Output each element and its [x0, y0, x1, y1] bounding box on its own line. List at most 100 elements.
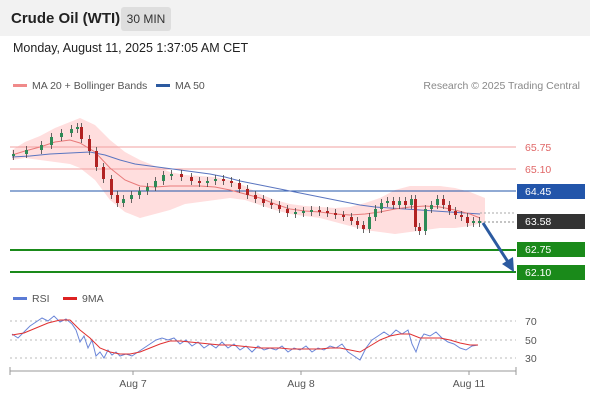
candle: [414, 199, 417, 227]
level-tag-65-10: 65.10: [525, 164, 551, 176]
legend-ma50: MA 50: [156, 80, 205, 92]
candle: [206, 181, 209, 183]
rsi-swatch: [13, 296, 27, 300]
ma9-swatch: [63, 296, 77, 300]
rsi-line: [11, 315, 479, 361]
candle: [262, 199, 265, 203]
candle: [310, 210, 313, 212]
candle: [70, 129, 73, 133]
bollinger-band: [12, 118, 485, 234]
candle: [478, 221, 481, 223]
candle: [436, 199, 439, 205]
candle: [448, 205, 451, 211]
legend-rsi: RSI: [13, 293, 50, 305]
level-tag-62-75: 62.75: [517, 242, 585, 257]
level-tag-63-58: 63.58: [517, 214, 585, 229]
candle: [278, 205, 281, 209]
candlesticks: [12, 123, 481, 235]
candle: [76, 127, 79, 129]
candle: [334, 213, 337, 215]
candle: [356, 221, 359, 225]
candle: [190, 177, 193, 181]
level-tag-64-45: 64.45: [517, 184, 585, 199]
svg-text:62.75: 62.75: [525, 244, 551, 256]
x-label-aug7: Aug 7: [119, 378, 147, 390]
rsi-level-50: 50: [525, 335, 537, 347]
candle: [130, 195, 133, 199]
candle: [424, 209, 427, 231]
svg-text:64.45: 64.45: [525, 186, 551, 198]
candle: [146, 187, 149, 191]
candle: [380, 203, 383, 209]
level-tag-65-75: 65.75: [525, 142, 551, 154]
candle: [398, 201, 401, 205]
candle: [180, 174, 183, 177]
ma9-line: [11, 319, 478, 355]
candle: [154, 181, 157, 187]
candle: [40, 145, 43, 150]
candle: [404, 201, 407, 205]
candle: [318, 210, 321, 212]
ma20-label: MA 20 + Bollinger Bands: [32, 80, 148, 92]
candle: [350, 217, 353, 221]
candle: [60, 133, 63, 137]
ma20-line: [11, 139, 481, 219]
candle: [410, 199, 413, 205]
legend-9ma: 9MA: [63, 293, 104, 305]
candle: [302, 211, 305, 213]
candle: [294, 212, 297, 214]
svg-text:65.75: 65.75: [525, 142, 551, 154]
candle: [374, 209, 377, 217]
candle: [342, 215, 345, 217]
svg-text:62.10: 62.10: [525, 267, 551, 279]
candle: [430, 205, 433, 209]
arrow-down-right-icon: [481, 222, 514, 272]
svg-text:63.58: 63.58: [525, 216, 551, 228]
candle: [460, 215, 463, 217]
candle: [230, 181, 233, 183]
title-bar: [0, 0, 590, 36]
x-label-aug8: Aug 8: [287, 378, 315, 390]
candle: [122, 199, 125, 203]
rsi-level-30: 30: [525, 353, 537, 365]
x-label-aug11: Aug 11: [453, 378, 486, 390]
candle: [116, 195, 119, 203]
candle: [246, 189, 249, 195]
rsi-level-70: 70: [525, 316, 537, 328]
candle: [368, 217, 371, 229]
ma9-label: 9MA: [82, 293, 104, 305]
research-credit: Research © 2025 Trading Central: [423, 80, 580, 92]
candle: [270, 203, 273, 205]
candle: [102, 167, 105, 179]
svg-text:65.10: 65.10: [525, 164, 551, 176]
candle: [162, 175, 165, 181]
candle: [392, 201, 395, 205]
candle: [238, 183, 241, 189]
candle: [386, 201, 389, 203]
rsi-panel: 70 50 30: [10, 315, 537, 365]
candle: [80, 127, 83, 139]
ma50-label: MA 50: [175, 80, 205, 92]
candle: [214, 179, 217, 181]
legend-ma20: MA 20 + Bollinger Bands: [13, 80, 147, 92]
candle: [110, 179, 113, 195]
candle: [254, 195, 257, 199]
candle: [326, 211, 329, 213]
candle: [222, 179, 225, 181]
candle: [362, 225, 365, 229]
candle: [286, 209, 289, 213]
timeframe-badge[interactable]: 30 MIN: [121, 7, 171, 31]
candle: [472, 221, 475, 223]
candle: [170, 174, 173, 176]
candle: [442, 199, 445, 205]
candle: [95, 151, 98, 167]
candle: [88, 139, 91, 151]
candle: [418, 227, 421, 231]
candle: [454, 211, 457, 215]
chart-datetime: Monday, August 11, 2025 1:37:05 AM CET: [13, 41, 249, 55]
x-axis: Aug 7 Aug 8 Aug 11: [9, 367, 517, 390]
ma50-line: [11, 151, 481, 215]
ma50-swatch: [156, 83, 170, 87]
instrument-title: Crude Oil (WTI): [11, 10, 121, 27]
